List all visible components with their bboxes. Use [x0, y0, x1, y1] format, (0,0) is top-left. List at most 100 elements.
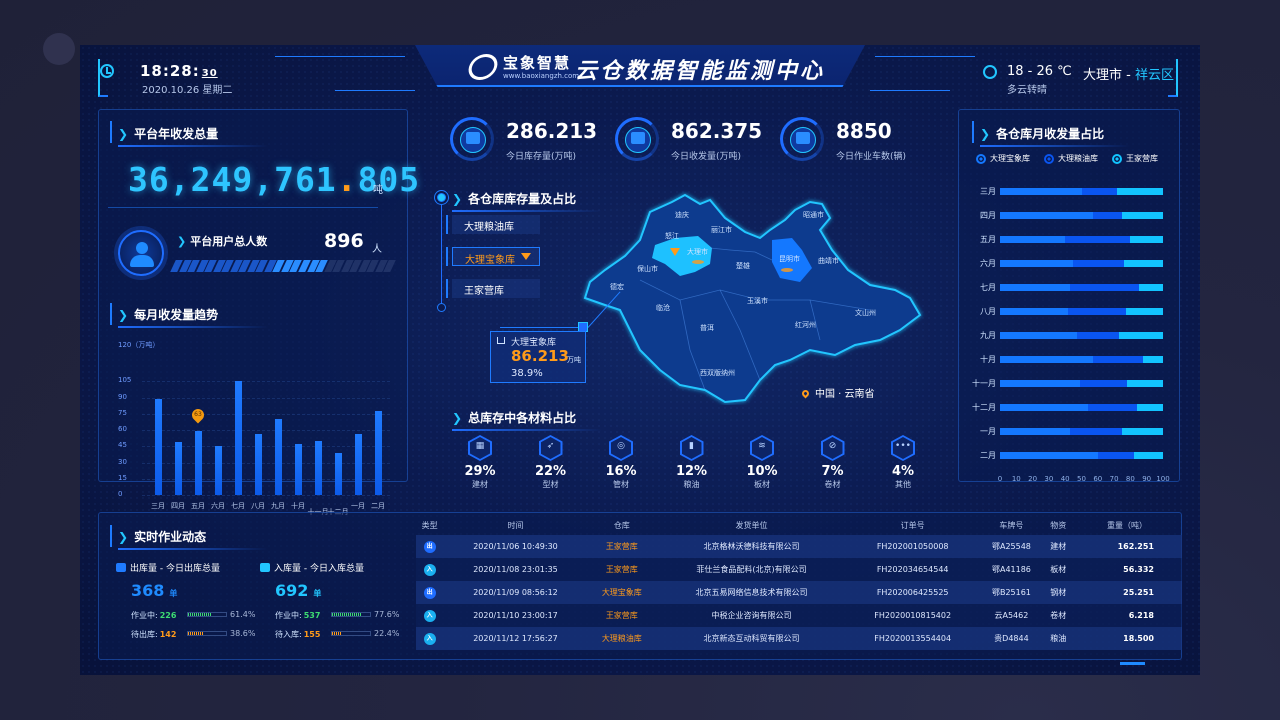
stacked-bar-八月[interactable] [1000, 308, 1163, 315]
map-region-label[interactable]: 文山州 [855, 309, 876, 317]
bar-一月[interactable] [354, 434, 362, 495]
map-region-label[interactable]: 迪庆 [675, 211, 689, 219]
yunnan-map [583, 193, 922, 404]
stacked-bar-五月[interactable] [1000, 236, 1163, 243]
map-region-label[interactable]: 曲靖市 [818, 257, 839, 265]
table-row[interactable]: 入 2020/11/10 23:00:17 王家营库 中税企业咨询有限公司 FH2020… [416, 604, 1182, 627]
legend-label: 王家营库 [1126, 154, 1158, 163]
legend-item[interactable]: 大理粮油库 [1044, 153, 1098, 164]
x-tick-label: 100 [1156, 475, 1170, 483]
stacked-bar-四月[interactable] [1000, 212, 1163, 219]
map-region-label[interactable]: 德宏 [610, 283, 624, 291]
map-region-label[interactable]: 怒江 [665, 232, 679, 240]
map-region-label[interactable]: 丽江市 [711, 226, 732, 234]
table-row[interactable]: 出 2020/11/06 10:49:30 王家营库 北京格林沃德科技有限公司 FH20… [416, 535, 1182, 558]
header-left-corner [98, 59, 108, 97]
table-row[interactable]: 入 2020/11/08 23:01:35 王家营库 菲仕兰食品配料(北京)有限公司 F… [416, 558, 1182, 581]
stacked-bar-六月[interactable] [1000, 260, 1163, 267]
inbound-total-value: 692 [275, 581, 309, 600]
map-region-label[interactable]: 西双版纳州 [700, 369, 735, 377]
kpi-ring [780, 117, 824, 161]
map-region-label[interactable]: 红河州 [795, 321, 816, 329]
callout-warehouse-name: 大理宝象库 [511, 338, 557, 348]
bar-六月[interactable] [214, 446, 222, 495]
column-header[interactable]: 重量（吨） [1106, 520, 1147, 530]
stacked-bar-二月[interactable] [1000, 452, 1163, 459]
bar-十一月[interactable] [314, 440, 322, 495]
gridline [142, 495, 390, 496]
map-region-label[interactable]: 保山市 [637, 265, 658, 273]
map-region-label[interactable]: 大理市 [687, 248, 708, 256]
column-header[interactable]: 物资 [1050, 520, 1067, 530]
warehouse-option[interactable]: 大理宝象库 [452, 247, 540, 266]
region-dali[interactable] [652, 236, 712, 276]
cell-time: 2020/11/10 23:00:17 [443, 604, 588, 627]
legend-item[interactable]: 大理宝象库 [976, 153, 1030, 164]
bar-八月[interactable] [254, 434, 262, 495]
column-header[interactable]: 类型 [421, 520, 438, 530]
bar-五月[interactable] [194, 431, 202, 495]
bar-segment [1070, 428, 1123, 435]
left-panel [98, 109, 408, 482]
map-region-label[interactable]: 昆明市 [779, 255, 800, 263]
stacked-bar-七月[interactable] [1000, 284, 1163, 291]
map-region-label[interactable]: 昭通市 [803, 211, 824, 219]
stacked-bar-九月[interactable] [1000, 332, 1163, 339]
stacked-bar-一月[interactable] [1000, 428, 1163, 435]
column-header[interactable]: 发货单位 [735, 520, 768, 530]
y-category-label: 五月 [980, 235, 996, 244]
annual-total-unit: 吨 [373, 185, 383, 196]
chevron-right-icon: ❯ [118, 307, 129, 322]
user-progress-bar [170, 260, 396, 272]
bar-十二月[interactable] [334, 452, 342, 495]
inbound-working-bar [331, 612, 371, 617]
annual-value-int: 36,249,761 [128, 160, 337, 199]
y-category-label: 一月 [980, 427, 996, 436]
stacked-bar-十二月[interactable] [1000, 404, 1163, 411]
cell-plate: 鄂A25548 [978, 535, 1045, 558]
map-region-label[interactable]: 临沧 [656, 304, 670, 312]
warehouse-option[interactable]: 大理粮油库 [452, 215, 540, 234]
stacked-bar-三月[interactable] [1000, 188, 1163, 195]
column-header[interactable]: 时间 [507, 520, 524, 530]
bar-三月[interactable] [154, 398, 162, 495]
bar-十月[interactable] [294, 444, 302, 495]
bar-segment [1125, 308, 1163, 315]
bar-七月[interactable] [234, 381, 242, 495]
cell-warehouse: 大理宝象库 [587, 581, 656, 604]
stacked-bar-十月[interactable] [1000, 356, 1163, 363]
map-region-label[interactable]: 楚雄 [736, 262, 750, 270]
cell-material: 钢材 [1044, 581, 1072, 604]
annual-total-title-text: 平台年收发总量 [134, 127, 219, 141]
scroll-indicator[interactable] [1120, 662, 1145, 665]
location-selector[interactable]: 大理市 - 祥云区 [1083, 64, 1174, 83]
material-name: 其他 [895, 480, 911, 489]
bar-segment [1000, 356, 1093, 363]
cell-shipper: 北京格林沃德科技有限公司 [655, 535, 848, 558]
warehouse-option[interactable]: 王家营库 [452, 279, 540, 298]
y-tick-label: 0 [118, 490, 123, 498]
table-row[interactable]: 出 2020/11/09 08:56:12 大理宝象库 北京五易网络信息技术有限公司 F… [416, 581, 1182, 604]
cell-type: 入 [416, 558, 444, 581]
cell-type: 出 [416, 581, 444, 604]
bar-九月[interactable] [274, 419, 282, 495]
column-header[interactable]: 仓库 [613, 520, 630, 530]
outbound-total-unit: 单 [169, 589, 178, 598]
map-region-label[interactable]: 普洱 [700, 324, 714, 332]
inbound-working-label: 作业中: [275, 611, 302, 620]
column-header[interactable]: 订单号 [900, 520, 925, 530]
legend-item[interactable]: 王家营库 [1112, 153, 1158, 164]
gridline [142, 478, 390, 480]
column-header[interactable]: 车牌号 [999, 520, 1024, 530]
warehouse-marker [446, 247, 448, 266]
cell-shipper: 北京新态互动科贸有限公司 [655, 627, 848, 650]
stacked-bar-十一月[interactable] [1000, 380, 1163, 387]
bar-四月[interactable] [174, 441, 182, 495]
y-tick-label: 30 [118, 457, 127, 466]
map-region-label[interactable]: 玉溪市 [747, 297, 768, 305]
bar-二月[interactable] [374, 410, 382, 495]
y-category-label: 六月 [980, 259, 996, 268]
cell-time: 2020/11/09 08:56:12 [443, 581, 588, 604]
map-location-label: 中国 · 云南省 [800, 385, 875, 400]
table-row[interactable]: 入 2020/11/12 17:56:27 大理粮油库 北京新态互动科贸有限公司 FH2… [416, 627, 1182, 650]
